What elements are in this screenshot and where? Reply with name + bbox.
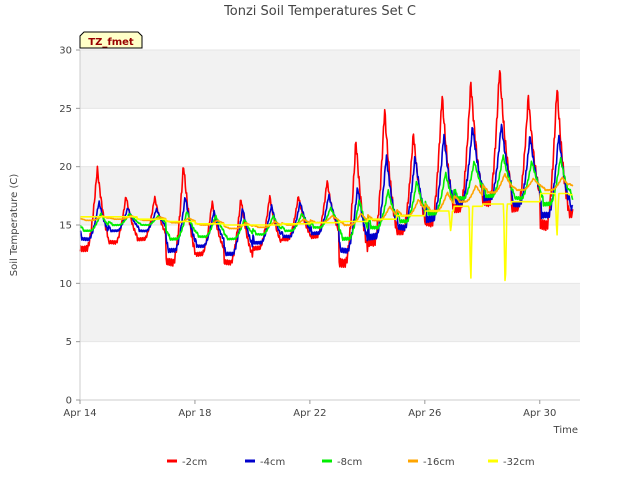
legend-item: -8cm <box>322 457 362 468</box>
series-line <box>79 172 574 230</box>
x-tick-label: Apr 18 <box>178 408 211 419</box>
grid-bands <box>80 50 580 342</box>
legend-item: -32cm <box>488 457 535 468</box>
y-axis-label: Soil Temperature (C) <box>9 174 20 277</box>
plot-area <box>79 49 580 401</box>
series-lines <box>79 70 574 282</box>
x-tick-label: Apr 26 <box>408 408 441 419</box>
grid-band <box>80 283 580 342</box>
chart-title: Tonzi Soil Temperatures Set C <box>223 4 416 19</box>
x-tick-label: Apr 30 <box>523 408 556 419</box>
legend-label: -16cm <box>423 457 455 468</box>
legend-label: -4cm <box>260 457 285 468</box>
legend: -2cm -4cm -8cm -16cm -32cm <box>167 457 535 468</box>
y-tick-label: 0 <box>66 396 72 407</box>
grid-band <box>80 50 580 109</box>
legend-label: -2cm <box>182 457 207 468</box>
badge-label: TZ_fmet <box>88 37 134 48</box>
y-tick-label: 10 <box>59 279 72 290</box>
legend-item: -4cm <box>245 457 285 468</box>
y-tick-label: 30 <box>59 46 72 57</box>
legend-label: -32cm <box>503 457 535 468</box>
y-axis: 0 5 10 15 20 25 30 <box>59 46 81 407</box>
y-tick-label: 20 <box>59 162 72 173</box>
series-line <box>79 192 573 282</box>
x-axis: Apr 14 Apr 18 Apr 22 Apr 26 Apr 30 <box>63 399 580 419</box>
badge-box <box>79 31 143 49</box>
x-axis-label: Time <box>553 425 578 436</box>
y-tick-label: 25 <box>59 104 72 115</box>
y-tick-label: 15 <box>59 221 72 232</box>
x-tick-label: Apr 22 <box>293 408 326 419</box>
y-tick-label: 5 <box>66 337 72 348</box>
legend-label: -8cm <box>337 457 362 468</box>
badge: TZ_fmet <box>79 31 143 49</box>
x-tick-label: Apr 14 <box>63 408 96 419</box>
legend-item: -2cm <box>167 457 207 468</box>
legend-item: -16cm <box>408 457 455 468</box>
